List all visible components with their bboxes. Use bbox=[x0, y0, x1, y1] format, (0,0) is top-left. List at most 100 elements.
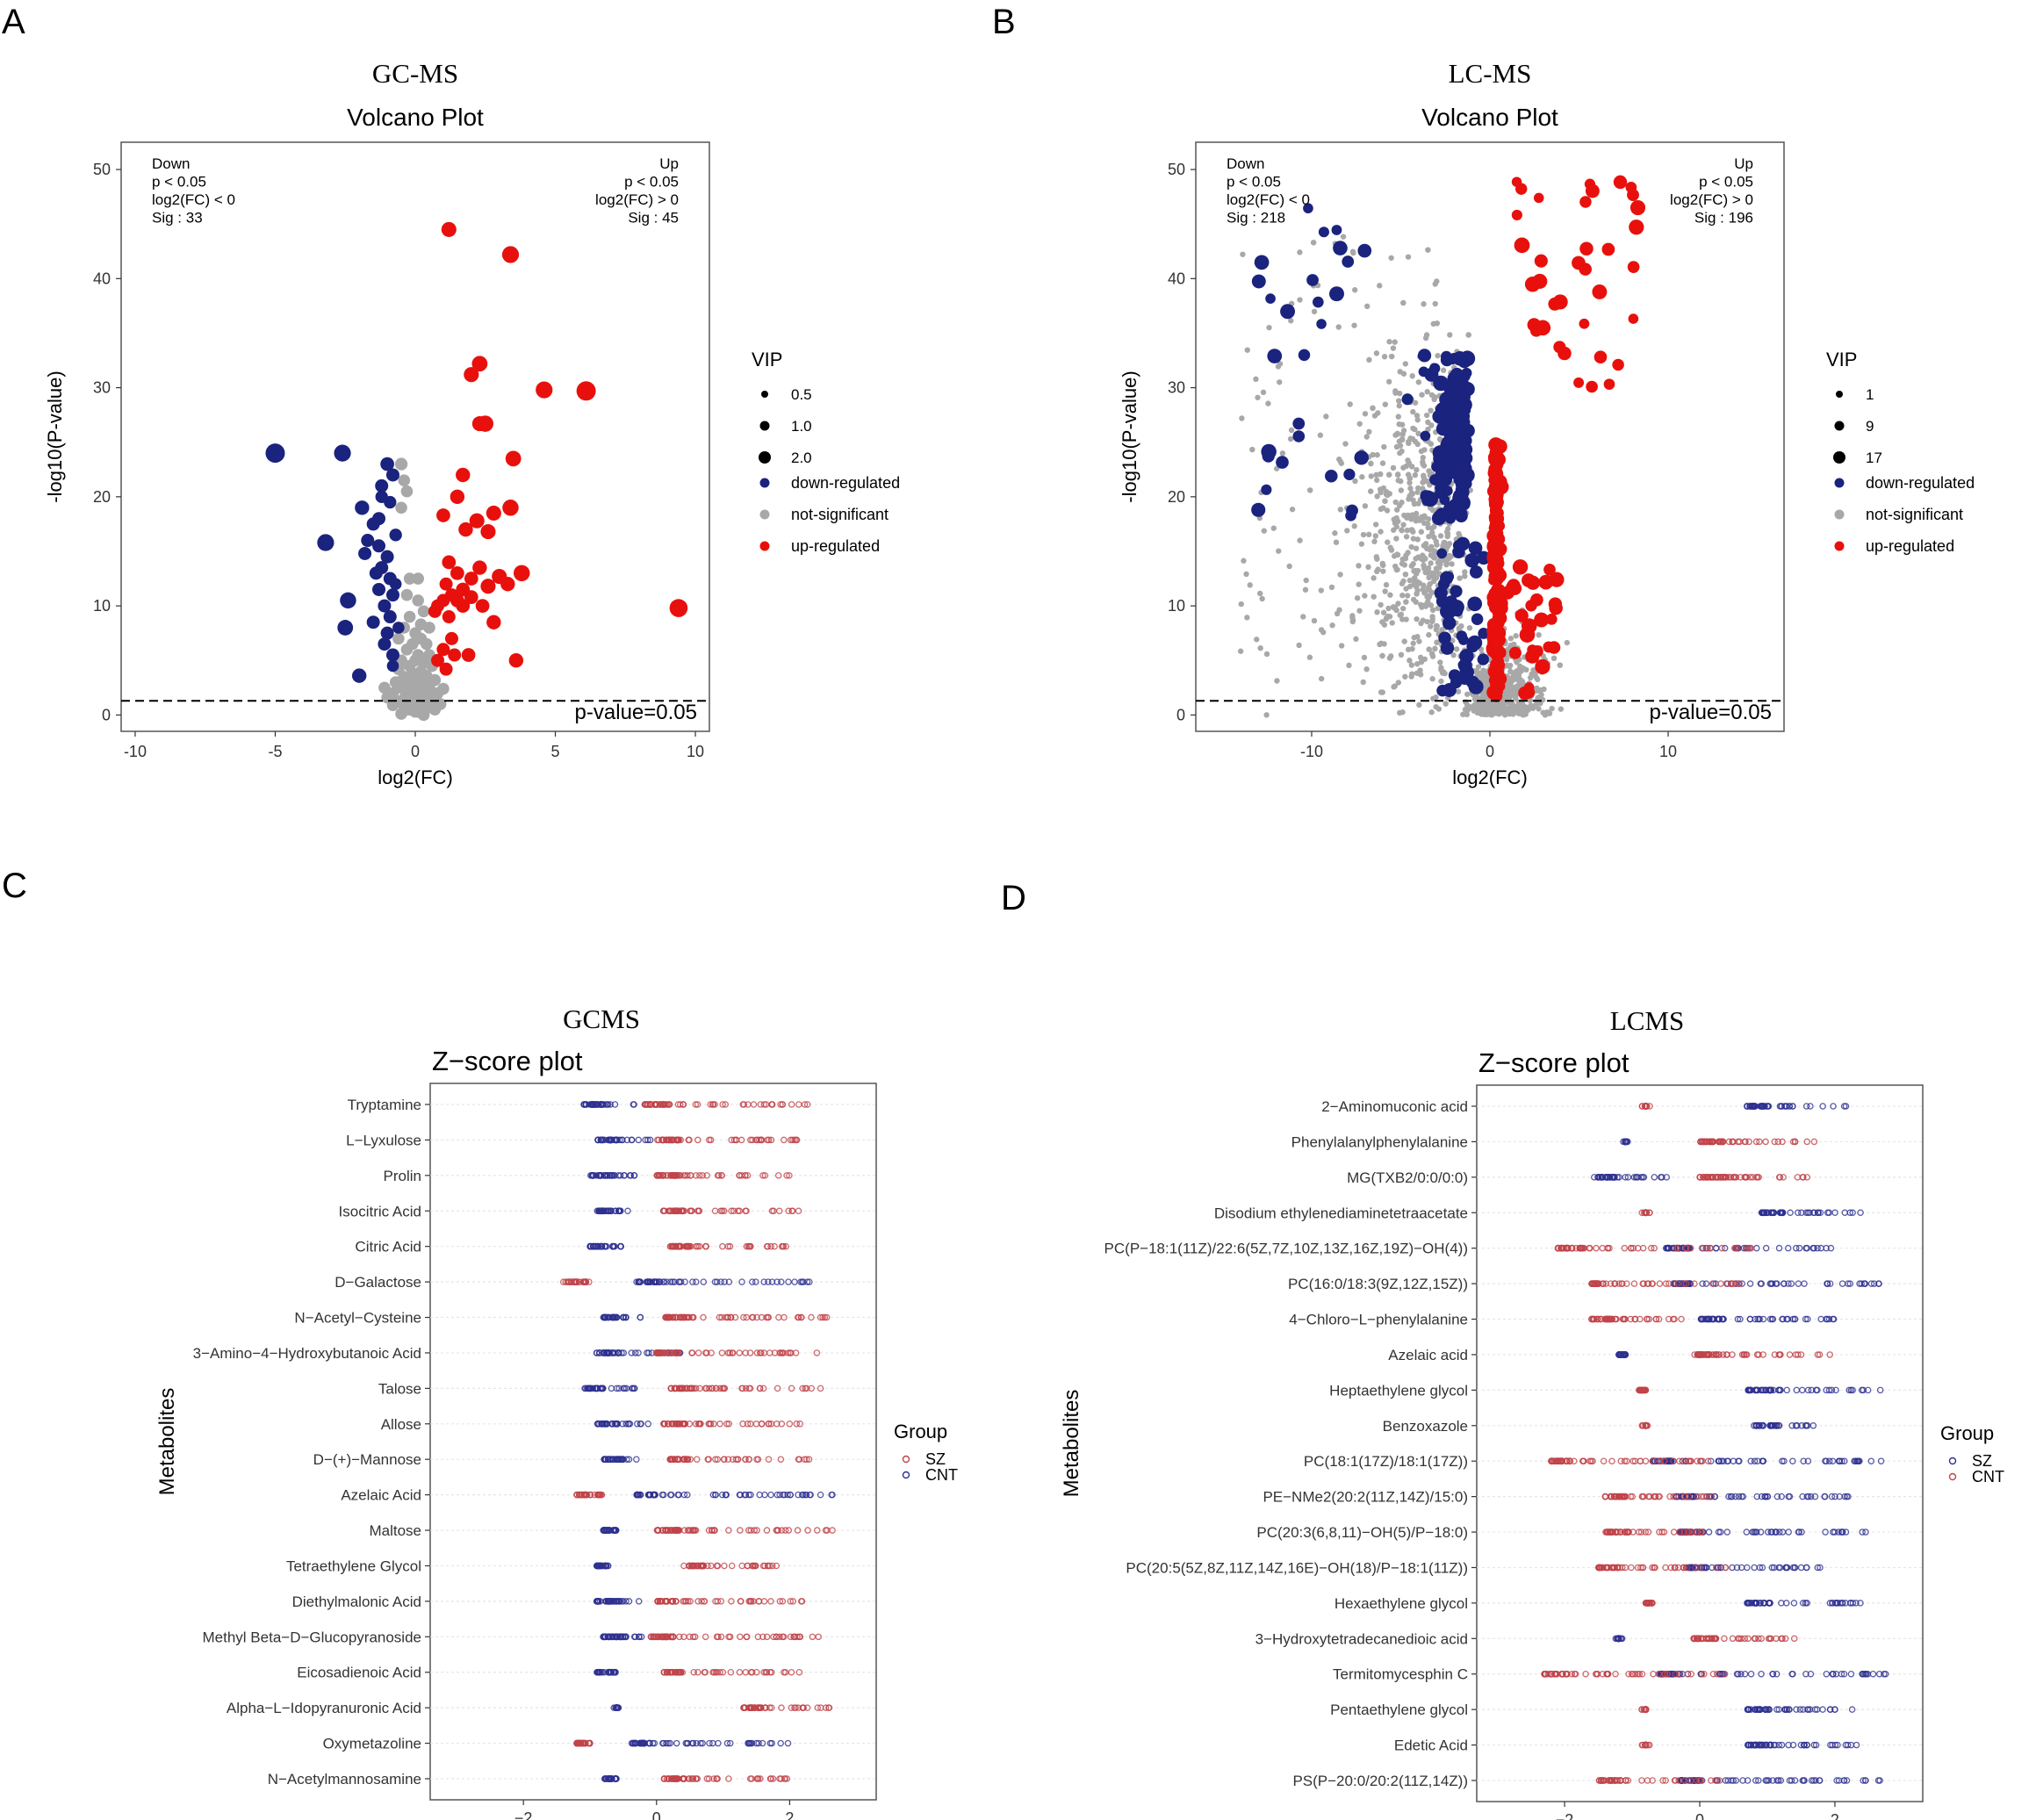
cnt-point bbox=[1768, 1564, 1776, 1572]
not-significant-point bbox=[1401, 512, 1407, 519]
sz-point bbox=[1747, 1244, 1755, 1252]
not-significant-point bbox=[1507, 694, 1513, 701]
not-significant-point bbox=[1450, 637, 1456, 644]
not-significant-point bbox=[1429, 529, 1435, 536]
up-regulated-point bbox=[1543, 563, 1556, 576]
up-regulated-point bbox=[1552, 294, 1568, 310]
sz-point bbox=[725, 1421, 732, 1428]
sz-point bbox=[776, 1349, 784, 1356]
cnt-point bbox=[1728, 1493, 1736, 1500]
cnt-point bbox=[1845, 1280, 1852, 1287]
sz-point bbox=[687, 1385, 694, 1392]
sz-point bbox=[681, 1420, 689, 1428]
not-significant-point bbox=[1408, 543, 1414, 550]
not-significant-point bbox=[1416, 638, 1422, 644]
sz-point bbox=[1729, 1635, 1737, 1643]
cnt-point bbox=[1735, 1493, 1743, 1500]
cnt-point bbox=[614, 1420, 622, 1428]
down-regulated-point bbox=[1401, 393, 1414, 406]
up-regulated-point bbox=[1492, 474, 1507, 490]
sz-point bbox=[763, 1527, 771, 1534]
up-regulated-point bbox=[1630, 199, 1646, 216]
not-significant-point bbox=[1374, 568, 1380, 575]
sz-point bbox=[1694, 1635, 1702, 1643]
not-significant-point bbox=[1550, 655, 1558, 661]
not-significant-point bbox=[1421, 590, 1428, 596]
sz-point bbox=[767, 1668, 775, 1676]
cnt-point bbox=[594, 1597, 602, 1605]
sz-point bbox=[759, 1633, 766, 1641]
sz-point bbox=[768, 1101, 776, 1108]
not-significant-point bbox=[1372, 522, 1379, 528]
sz-point bbox=[787, 1633, 795, 1641]
not-significant-point bbox=[1414, 567, 1421, 574]
cnt-point bbox=[619, 1313, 627, 1321]
sz-point bbox=[1702, 1138, 1710, 1146]
cnt-point bbox=[665, 1739, 672, 1747]
cnt-point bbox=[624, 1207, 631, 1215]
cnt-point bbox=[1829, 1315, 1837, 1323]
cnt-point bbox=[637, 1313, 644, 1321]
sz-point bbox=[677, 1313, 684, 1321]
sz-point bbox=[742, 1349, 749, 1356]
sz-point bbox=[689, 1633, 697, 1641]
sz-point bbox=[819, 1313, 826, 1321]
sz-point bbox=[728, 1562, 736, 1570]
not-significant-point bbox=[1410, 529, 1416, 535]
sz-point bbox=[742, 1172, 749, 1179]
sz-point bbox=[1631, 1457, 1639, 1464]
not-significant-point bbox=[1434, 542, 1440, 548]
sz-point bbox=[1606, 1315, 1614, 1323]
not-significant-point bbox=[1422, 603, 1429, 609]
not-significant-point bbox=[1428, 543, 1435, 550]
sz-point bbox=[1745, 1635, 1752, 1643]
not-significant-point bbox=[1338, 643, 1345, 649]
cnt-point bbox=[1825, 1315, 1833, 1323]
not-significant-point bbox=[1465, 332, 1471, 338]
sz-point bbox=[674, 1101, 682, 1108]
up-regulated-point bbox=[471, 416, 487, 432]
not-significant-point bbox=[1380, 609, 1387, 615]
sz-point bbox=[1639, 1280, 1646, 1287]
not-significant-point bbox=[1437, 659, 1443, 665]
y-tick-label: 30 bbox=[93, 379, 111, 397]
sz-point bbox=[687, 1172, 694, 1179]
sz-point bbox=[688, 1207, 695, 1215]
sz-point bbox=[753, 1349, 761, 1356]
not-significant-point bbox=[1377, 471, 1384, 478]
cnt-point bbox=[1698, 1315, 1706, 1323]
not-significant-point bbox=[1426, 533, 1432, 540]
cnt-point bbox=[1743, 1529, 1751, 1536]
y-tick-label: 50 bbox=[1168, 161, 1185, 178]
not-significant-point bbox=[1318, 587, 1324, 593]
up-regulated-point bbox=[436, 508, 450, 522]
cnt-point bbox=[595, 1562, 602, 1570]
up-regulated-point bbox=[1486, 528, 1502, 543]
cnt-point bbox=[1747, 1670, 1755, 1678]
not-significant-point bbox=[1332, 530, 1338, 536]
not-significant-point bbox=[1411, 575, 1418, 581]
not-significant-point bbox=[1359, 474, 1365, 480]
legend-marker bbox=[902, 1455, 910, 1464]
not-significant-point bbox=[1418, 620, 1424, 627]
not-significant-point bbox=[1396, 502, 1403, 508]
not-significant-point bbox=[1398, 487, 1405, 493]
cnt-point bbox=[1699, 1280, 1706, 1287]
sz-point bbox=[1612, 1670, 1619, 1678]
legend-group-dot bbox=[1834, 541, 1845, 551]
not-significant-point bbox=[1426, 593, 1432, 601]
cnt-point bbox=[1803, 1706, 1811, 1713]
not-significant-point bbox=[1399, 560, 1406, 567]
cnt-point bbox=[663, 1739, 670, 1747]
sz-point bbox=[696, 1172, 703, 1179]
down-regulated-point bbox=[351, 668, 367, 683]
not-significant-point bbox=[1425, 247, 1431, 253]
cnt-point bbox=[1828, 1386, 1836, 1394]
up-regulated-point bbox=[1586, 380, 1598, 393]
cnt-point bbox=[611, 1775, 619, 1782]
cnt-point bbox=[1766, 1706, 1773, 1714]
not-significant-point bbox=[1276, 548, 1282, 554]
cnt-point bbox=[1867, 1280, 1875, 1287]
sz-point bbox=[759, 1562, 767, 1570]
cnt-point bbox=[635, 1598, 643, 1605]
